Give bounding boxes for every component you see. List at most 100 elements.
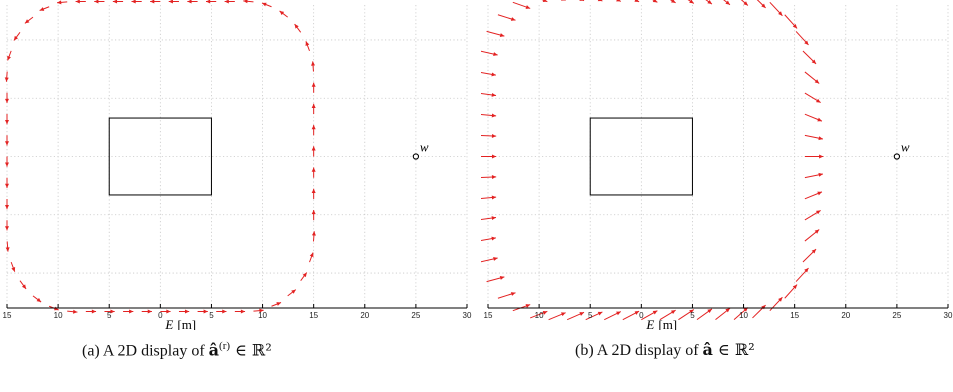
arrow-head — [499, 33, 505, 38]
trajectory-arrow — [512, 304, 531, 312]
arrow-head — [634, 311, 640, 315]
arrow-head — [75, 0, 80, 4]
arrow-head — [579, 0, 585, 1]
trajectory-arrow — [723, 0, 731, 6]
trajectory-arrow — [305, 41, 310, 52]
caption-a-symbol: â — [208, 340, 220, 360]
x-tick-label-0: 15 — [484, 311, 493, 320]
trajectory-arrow — [802, 248, 817, 263]
trajectory-arrow — [311, 209, 316, 221]
arrow-head — [493, 52, 498, 57]
arrow-head — [203, 309, 208, 314]
trajectory-arrow — [530, 310, 548, 319]
arrow-head — [91, 309, 97, 314]
arrow-head — [670, 310, 676, 315]
trajectory-arrow — [243, 0, 254, 4]
arrow-head — [761, 305, 766, 310]
trajectory-arrow — [597, 0, 603, 2]
arrow-head — [792, 284, 798, 290]
arrow-head — [4, 77, 9, 82]
arrow-head — [542, 310, 548, 315]
arrow-head — [110, 309, 115, 314]
trajectory-arrow — [178, 309, 190, 314]
trajectory-arrow — [287, 289, 297, 297]
arrow-head — [224, 0, 229, 4]
trajectory-arrow — [804, 154, 824, 159]
trajectory-arrow — [481, 256, 498, 263]
trajectory-arrow — [497, 14, 516, 21]
x-axis-label-unit: [m] — [658, 317, 677, 330]
arrow-head — [491, 113, 497, 118]
w-point-marker — [893, 153, 901, 160]
w-point-marker — [412, 153, 420, 160]
arrow-head — [778, 297, 783, 302]
x-tick-label-3: 0 — [158, 311, 163, 320]
arrow-head — [670, 0, 676, 3]
arrow-head — [294, 24, 299, 29]
arrow-head — [311, 61, 316, 66]
obstacle-rect — [589, 117, 693, 196]
arrow-head — [725, 0, 730, 5]
arrow-head — [792, 23, 798, 29]
trajectory-arrow — [802, 50, 817, 65]
trajectory-arrow — [756, 0, 766, 9]
arrow-head — [309, 252, 314, 258]
trajectory-arrow — [5, 114, 9, 125]
trajectory-arrow — [585, 311, 603, 321]
arrow-head — [510, 17, 516, 21]
arrow-head — [817, 117, 822, 122]
trajectory-arrow — [311, 125, 316, 136]
trajectory-arrow — [168, 0, 179, 4]
trajectory-arrow — [652, 0, 658, 3]
panel-b-plot: w 15 10 5 0 5 10 15 20 25 30 E [m] — [481, 0, 953, 330]
arrow-head — [147, 309, 152, 314]
arrow-head — [11, 267, 16, 272]
arrow-head — [761, 3, 766, 8]
arrow-head — [560, 312, 566, 317]
trajectory-arrow — [481, 50, 498, 57]
x-tick-label-9: 30 — [463, 311, 472, 320]
trajectory-arrow — [752, 304, 766, 319]
trajectory-arrow — [512, 1, 531, 9]
trajectory-arrow — [795, 31, 809, 46]
trajectory-arrow — [497, 292, 516, 299]
arrow-head — [597, 311, 603, 316]
arrow-head — [816, 210, 821, 215]
arrow-head — [491, 216, 497, 221]
trajectory-arrow — [56, 0, 68, 5]
arrow-head — [707, 308, 712, 314]
trajectory-arrow — [687, 0, 695, 4]
trajectory-arrow — [104, 309, 115, 314]
x-tick-label-2: 5 — [107, 311, 112, 320]
trajectory-arrow — [75, 0, 86, 4]
trajectory-arrow — [804, 71, 820, 84]
trajectory-arrow — [5, 198, 9, 210]
trajectory-arrow — [160, 309, 171, 314]
x-tick-label-1: 10 — [535, 311, 544, 320]
trajectory-arrow — [123, 309, 134, 314]
trajectory-arrow — [548, 312, 566, 321]
trajectory-arrow — [669, 0, 676, 4]
object-layer: w — [108, 117, 429, 196]
trajectory-arrow — [486, 30, 505, 38]
trajectory-arrow — [271, 302, 282, 307]
trajectory-arrow — [740, 0, 749, 6]
arrow-head — [491, 154, 497, 159]
arrow-head — [5, 226, 9, 231]
w-point-label: w — [901, 140, 910, 155]
trajectory-arrow — [13, 31, 21, 41]
trajectory-arrow — [205, 0, 217, 4]
arrow-head — [634, 0, 640, 2]
arrow-head — [510, 292, 516, 296]
arrow-head — [305, 41, 310, 46]
grid-layer — [6, 5, 468, 308]
x-axis-label-symbol: E — [164, 317, 173, 330]
x-tick-label-5: 10 — [739, 311, 748, 320]
arrow-head — [491, 92, 497, 97]
trajectory-arrow — [804, 92, 821, 104]
arrow-head — [243, 0, 248, 4]
trajectory-arrow — [804, 191, 823, 200]
arrow-head — [240, 309, 246, 314]
caption-b-suffix: ∈ ℝ² — [712, 340, 755, 359]
x-tick-label-6: 15 — [309, 311, 318, 320]
